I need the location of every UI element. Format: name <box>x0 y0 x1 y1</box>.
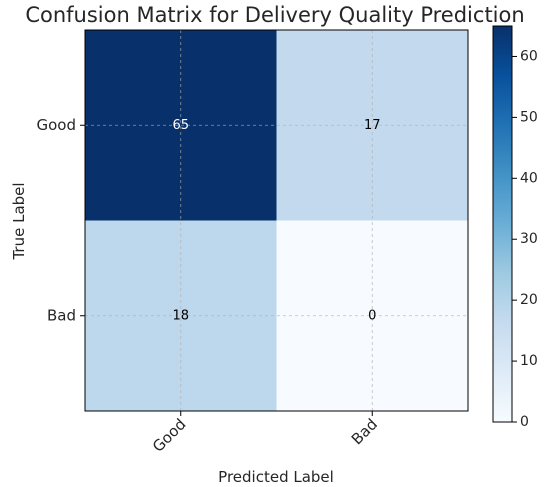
colorbar-tick-label: 10 <box>520 353 538 369</box>
colorbar-tick-label: 60 <box>520 48 538 64</box>
cell-value-label: 0 <box>368 308 376 323</box>
chart-title: Confusion Matrix for Delivery Quality Pr… <box>25 3 524 27</box>
colorbar-tick-label: 0 <box>520 414 529 430</box>
x-tick-label: Bad <box>348 415 381 448</box>
gridlines <box>85 30 468 411</box>
cell-value-label: 17 <box>364 118 381 133</box>
cell-value-label: 65 <box>172 118 189 133</box>
y-tick-label: Bad <box>47 306 76 324</box>
colorbar-tick-label: 20 <box>520 292 538 308</box>
y-tick-label: Good <box>37 116 77 134</box>
cell-value-labels: 65 17 18 0 <box>172 118 380 324</box>
colorbar-gradient <box>492 25 513 423</box>
y-axis-label: True Label <box>10 182 28 260</box>
cell-value-label: 18 <box>172 308 189 323</box>
plot-frame <box>84 29 469 412</box>
x-tick-label: Good <box>149 415 190 456</box>
colorbar-tick-label: 30 <box>520 231 538 247</box>
colorbar-tick-label: 40 <box>520 170 538 186</box>
heatmap-cells <box>85 30 469 412</box>
colorbar-ticks: 0 10 20 30 40 50 60 <box>512 48 538 430</box>
colorbar-tick-label: 50 <box>520 109 538 125</box>
x-axis-label: Predicted Label <box>218 468 334 486</box>
colorbar <box>492 25 513 423</box>
